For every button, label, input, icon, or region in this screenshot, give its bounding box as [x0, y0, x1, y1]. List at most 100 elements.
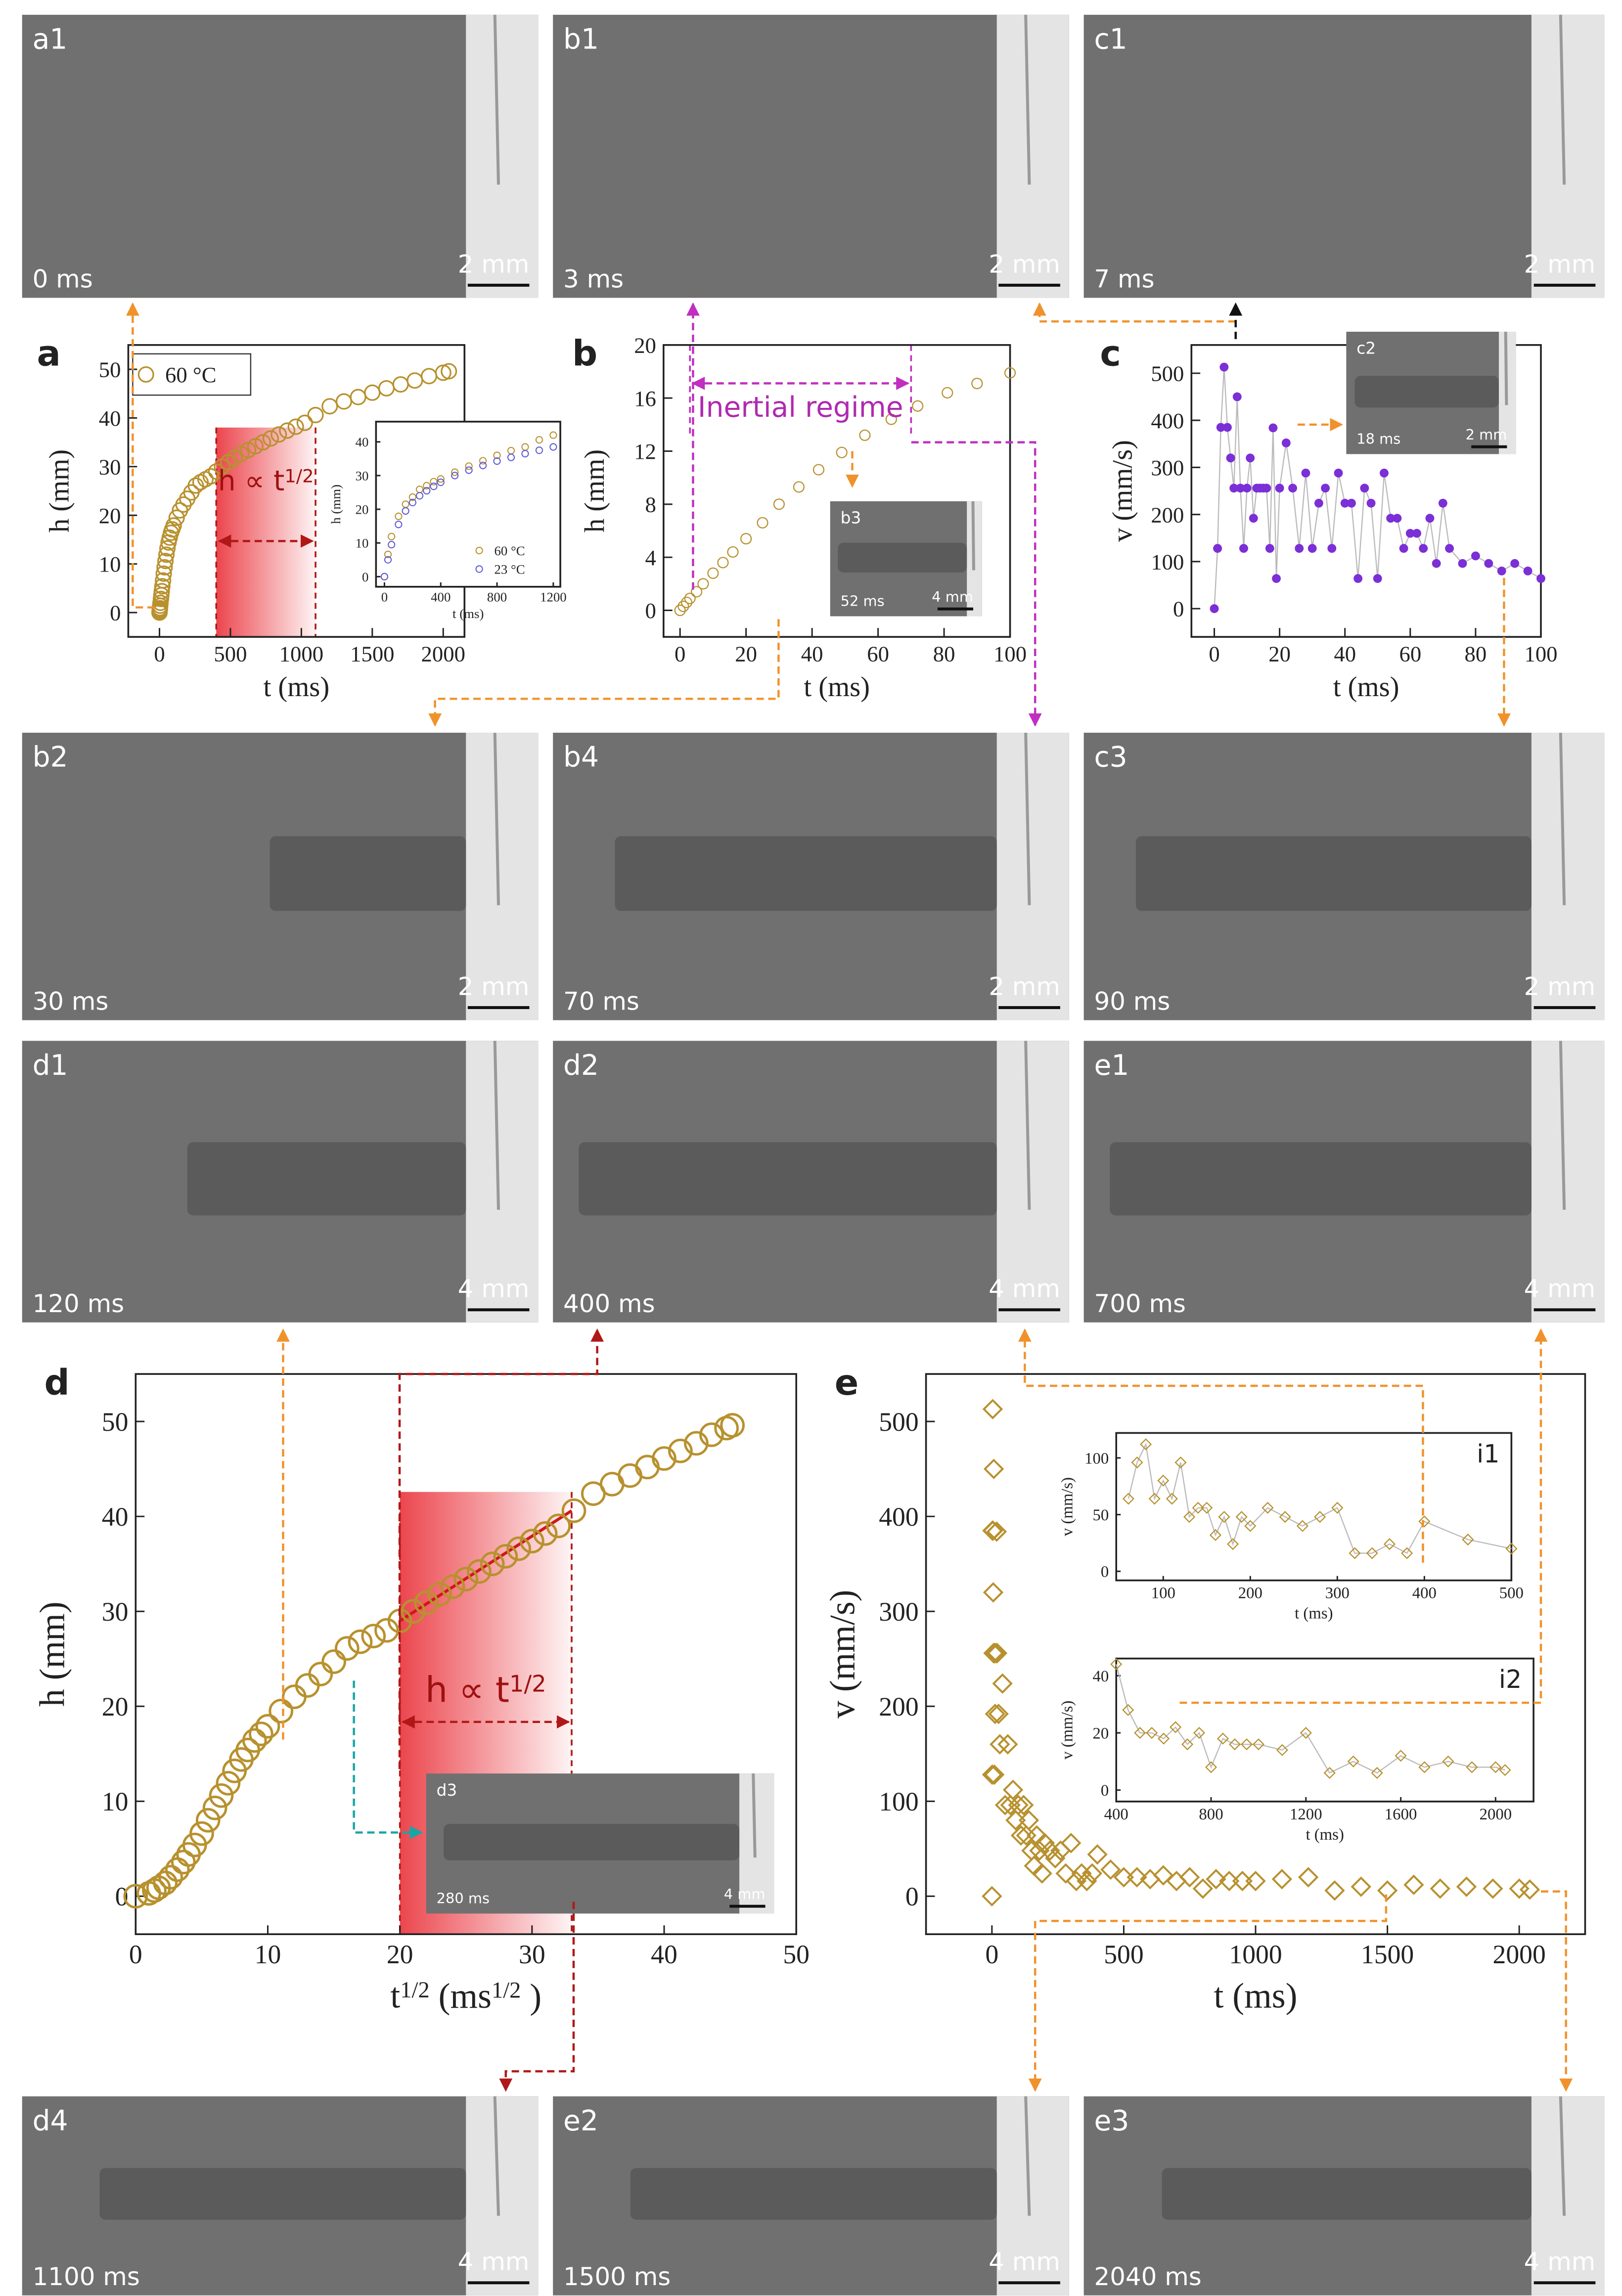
- point: [1324, 1880, 1345, 1901]
- chart: 100 200 300 400 500 0 50 100 t (ms) v (mm/s) i1: [1059, 1432, 1524, 1623]
- point: [1519, 1879, 1540, 1900]
- point: [1055, 1863, 1076, 1884]
- x-tick-label: 60: [867, 641, 889, 666]
- point: [1216, 1732, 1229, 1745]
- point: [942, 387, 953, 399]
- point: [155, 572, 172, 589]
- x-tick-label: 2000: [1480, 1806, 1512, 1823]
- y-tick-label: 200: [1151, 502, 1184, 527]
- photo-label: b2: [33, 741, 68, 774]
- photo-label: d3: [437, 1781, 457, 1800]
- point: [465, 462, 473, 470]
- point: [153, 583, 170, 600]
- point: [1275, 484, 1284, 493]
- point: [1209, 1529, 1221, 1541]
- point: [1034, 1833, 1055, 1854]
- y-tick-label: 4: [645, 545, 656, 570]
- point: [402, 507, 409, 515]
- wall: [996, 1041, 1069, 1323]
- point: [388, 541, 396, 549]
- photo-background: [22, 14, 539, 298]
- point: [1383, 1538, 1396, 1550]
- point: [1430, 1878, 1450, 1899]
- point: [1393, 514, 1402, 523]
- connector: [1033, 302, 1236, 323]
- point: [1239, 544, 1248, 553]
- point: [153, 1870, 178, 1896]
- point: [1497, 566, 1506, 575]
- scale-label: 4 mm: [724, 1886, 766, 1902]
- wall: [996, 733, 1069, 1020]
- text-part: h (mm): [33, 1601, 72, 1707]
- y-tick-label: 10: [102, 1787, 129, 1816]
- point: [1371, 1766, 1383, 1779]
- point: [295, 1673, 320, 1698]
- point: [986, 1521, 1007, 1542]
- y-tick-label: 0: [110, 601, 121, 625]
- point: [1228, 1738, 1241, 1751]
- scale-label: 4 mm: [1524, 1275, 1596, 1303]
- liquid: [187, 1142, 466, 1216]
- point: [1334, 468, 1343, 478]
- x-tick-label: 400: [1412, 1585, 1437, 1602]
- point: [430, 483, 438, 490]
- point: [1418, 1515, 1431, 1528]
- needle: [971, 501, 975, 571]
- point: [1242, 484, 1252, 493]
- y-tick-label: 10: [356, 536, 369, 551]
- y-tick-label: 300: [879, 1597, 918, 1627]
- point: [549, 431, 557, 439]
- point: [493, 457, 501, 465]
- liquid: [615, 836, 997, 911]
- point: [1140, 1438, 1152, 1451]
- point: [479, 461, 487, 470]
- point: [912, 400, 924, 412]
- y-axis-label: v (mm/s): [1059, 1701, 1077, 1760]
- y-tick-label: 300: [1151, 455, 1184, 480]
- panel-label: i2: [1499, 1665, 1522, 1694]
- panel-label: e: [835, 1362, 859, 1403]
- point: [533, 1521, 558, 1546]
- needle: [1559, 732, 1566, 905]
- point: [1235, 1511, 1248, 1523]
- shaded-region: [216, 427, 316, 637]
- y-axis-label: h (mm): [45, 449, 75, 532]
- wall: [996, 14, 1069, 298]
- point: [158, 546, 175, 563]
- point: [1360, 484, 1369, 493]
- x-tick-label: 800: [1199, 1806, 1223, 1823]
- point: [885, 413, 897, 425]
- point: [168, 509, 185, 526]
- point: [1321, 484, 1330, 493]
- photo: e2 1500 ms 4 mm: [553, 2096, 1069, 2296]
- legend-label: 60 °C: [165, 362, 217, 387]
- point: [158, 1865, 183, 1890]
- x-axis-label: t (ms): [804, 672, 870, 703]
- photo: d2 400 ms 4 mm: [553, 1041, 1069, 1323]
- annotation: h ∝ t1/2: [218, 465, 314, 497]
- point: [427, 1582, 452, 1607]
- y-axis-label: h (mm): [33, 1601, 72, 1707]
- photo: d1 120 ms 4 mm: [22, 1041, 539, 1323]
- point: [717, 557, 729, 569]
- y-tick-label: 500: [879, 1407, 918, 1437]
- point: [171, 1850, 196, 1875]
- y-tick-label: 30: [102, 1597, 129, 1627]
- x-axis-label: t (ms): [263, 672, 329, 703]
- point: [282, 1684, 307, 1709]
- point: [1002, 1779, 1024, 1800]
- photo: c2 18 ms 2 mm: [1346, 331, 1516, 454]
- point: [401, 1599, 426, 1624]
- x-tick-label: 1200: [1290, 1806, 1322, 1823]
- y-tick-label: 30: [356, 468, 369, 483]
- connector: [126, 302, 155, 609]
- point: [269, 1699, 294, 1723]
- text-part: 1/2: [400, 1978, 429, 2003]
- point: [1499, 1764, 1511, 1776]
- text-part: h ∝ t: [218, 465, 285, 497]
- point: [440, 1574, 465, 1599]
- y-tick-label: 10: [99, 552, 121, 576]
- x-tick-label: 40: [1334, 641, 1356, 666]
- point: [1205, 1761, 1217, 1773]
- point: [1288, 484, 1297, 493]
